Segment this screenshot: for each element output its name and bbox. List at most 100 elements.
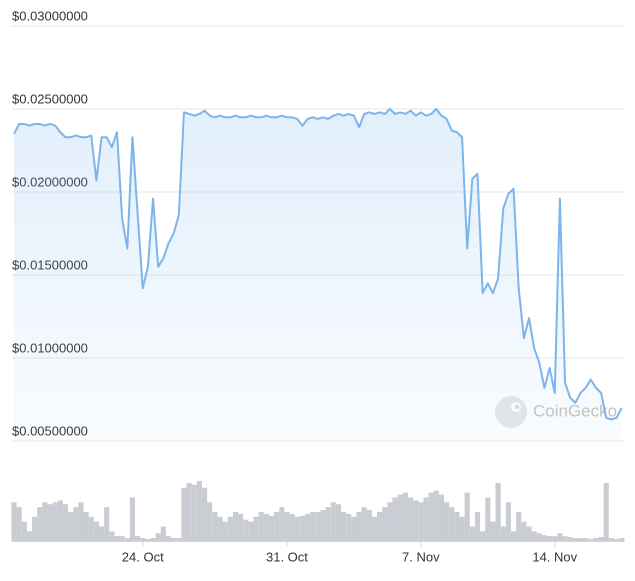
y-tick-label: $0.02500000	[12, 91, 88, 106]
volume-bar	[547, 536, 553, 541]
volume-bar	[140, 538, 146, 541]
volume-bar	[104, 507, 110, 541]
volume-bar	[366, 510, 372, 541]
volume-bar	[73, 507, 79, 541]
volume-bar	[227, 516, 233, 541]
volume-bar	[284, 511, 290, 541]
volume-bar	[402, 492, 408, 541]
volume-bar	[371, 516, 378, 541]
volume-bar	[438, 494, 445, 541]
volume-bar	[351, 516, 357, 541]
volume-bar	[495, 482, 501, 541]
volume-bar	[279, 507, 285, 541]
volume-bar	[248, 521, 254, 541]
volume-bar	[459, 516, 465, 541]
volume-bar	[289, 513, 295, 541]
volume-bar	[588, 539, 594, 541]
volume-bar	[232, 511, 239, 541]
volume-bar	[11, 502, 17, 541]
volume-bar	[42, 502, 48, 541]
volume-bar	[356, 511, 362, 541]
volume-bar	[171, 538, 177, 541]
volume-bar	[577, 538, 584, 541]
volume-bar	[62, 504, 69, 541]
volume-bar	[480, 531, 486, 541]
volume-bar	[469, 526, 475, 541]
volume-bar	[449, 507, 455, 541]
volume-bar	[361, 507, 367, 541]
volume-bar	[212, 511, 218, 541]
volume-bar	[150, 538, 156, 541]
volume-bar	[444, 502, 450, 541]
volume-bar	[78, 502, 84, 541]
volume-bar	[552, 536, 558, 541]
volume-bar	[613, 539, 620, 541]
volume-bar	[32, 516, 38, 541]
volume-bar	[299, 515, 305, 541]
volume-bar	[510, 531, 517, 541]
volume-bar	[387, 502, 393, 541]
volume-bar	[135, 536, 141, 541]
volume-bar	[207, 502, 213, 541]
volume-bar	[181, 487, 187, 541]
volume-bar	[88, 516, 94, 541]
volume-bar	[52, 502, 58, 541]
volume-bar	[16, 507, 22, 541]
volume-bar	[541, 535, 548, 541]
volume-bar	[407, 497, 414, 541]
volume-bar	[258, 511, 264, 541]
volume-bar	[196, 481, 202, 541]
volume-bar	[119, 536, 125, 541]
volume-bar	[397, 494, 403, 541]
volume-bar	[521, 521, 527, 541]
volume-bar	[294, 516, 300, 541]
volume-bar	[47, 504, 53, 541]
volume-bar	[567, 537, 573, 541]
volume-bar	[619, 538, 625, 541]
volume-bar	[500, 526, 506, 541]
volume-bar	[428, 492, 434, 541]
volume-bar	[531, 531, 537, 541]
volume-bar	[377, 511, 383, 541]
volume-bar	[129, 497, 136, 541]
volume-bar	[243, 519, 249, 541]
volume-bar	[346, 513, 352, 541]
volume-bar	[114, 536, 120, 541]
x-tick-label: 14. Nov	[532, 549, 577, 564]
volume-bar	[536, 533, 542, 541]
volume-bar	[57, 500, 63, 541]
volume-bar	[423, 497, 429, 541]
volume-bar	[191, 484, 197, 541]
volume-bar	[217, 516, 223, 541]
volume-bar	[485, 497, 491, 541]
volume-bar	[598, 537, 604, 541]
volume-bar	[186, 482, 192, 541]
volume-bar	[418, 502, 424, 541]
volume-bar	[330, 502, 336, 541]
volume-bar	[464, 492, 470, 541]
volume-bar	[93, 521, 99, 541]
volume-bar	[98, 526, 105, 541]
volume-bar	[310, 511, 316, 541]
y-tick-label: $0.03000000	[12, 8, 88, 23]
volume-bar	[68, 511, 74, 541]
volume-bar	[26, 531, 33, 541]
volume-bar	[454, 511, 460, 541]
price-area	[14, 109, 622, 441]
volume-bar	[83, 511, 89, 541]
volume-bar	[253, 516, 259, 541]
volume-bar	[268, 515, 275, 541]
volume-bar	[160, 526, 166, 541]
volume-bar	[593, 538, 599, 541]
volume-bar	[304, 513, 311, 541]
volume-bar	[222, 521, 228, 541]
volume-bar	[557, 533, 563, 541]
volume-bar	[165, 536, 172, 541]
volume-bar	[263, 513, 269, 541]
volume-bar	[526, 526, 532, 541]
volume-bar	[37, 507, 43, 541]
volume-bar	[474, 511, 481, 541]
volume-bar	[155, 533, 161, 541]
volume-bar	[608, 538, 614, 541]
